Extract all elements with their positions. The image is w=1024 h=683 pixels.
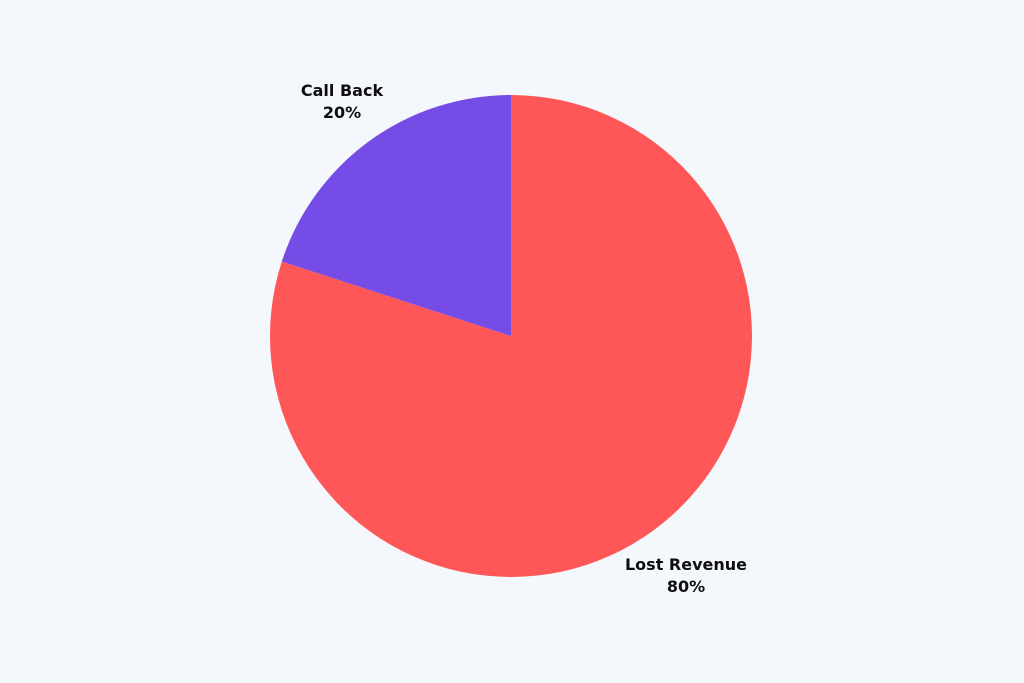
pie-slice-call-back <box>281 95 511 336</box>
slice-label-call-back-name: Call Back <box>300 81 384 100</box>
slice-label-lost-revenue: Lost Revenue 80% <box>606 554 766 598</box>
slice-label-call-back: Call Back 20% <box>276 80 408 124</box>
pie-slice-lost-revenue <box>270 95 753 577</box>
slice-label-call-back-value: 20% <box>322 103 362 122</box>
slice-label-lost-revenue-name: Lost Revenue <box>624 555 747 574</box>
slice-label-lost-revenue-value: 80% <box>666 577 706 596</box>
